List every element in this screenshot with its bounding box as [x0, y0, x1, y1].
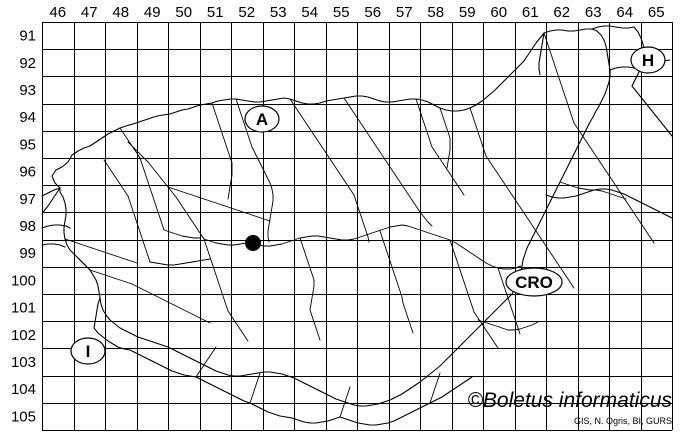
x-axis-tick-label: 61 — [522, 4, 539, 21]
y-axis-tick-label: 96 — [19, 164, 36, 181]
x-axis-tick-label: 63 — [585, 4, 602, 21]
x-axis-labels: 46 47 48 49 50 51 52 53 54 55 56 57 58 59 60 61 62 63 64 65 — [49, 4, 664, 21]
marker-label: H — [642, 51, 654, 70]
record-points — [245, 235, 261, 251]
y-axis-tick-label: 102 — [11, 327, 36, 344]
country-marker-hungary: H — [630, 46, 666, 74]
country-border-slovenia — [51, 28, 611, 407]
x-axis-tick-label: 52 — [238, 4, 255, 21]
y-axis-tick-label: 103 — [11, 354, 36, 371]
country-marker-austria: A — [244, 105, 280, 133]
x-axis-tick-label: 47 — [81, 4, 98, 21]
river-network — [64, 32, 655, 418]
marker-ellipse — [630, 46, 666, 74]
country-marker-italy: I — [70, 337, 106, 365]
marker-label: A — [256, 110, 268, 129]
y-axis-tick-label: 95 — [19, 136, 36, 153]
x-axis-tick-label: 53 — [270, 4, 287, 21]
y-axis-tick-label: 94 — [19, 109, 36, 126]
y-axis-tick-label: 99 — [19, 245, 36, 262]
y-axis-tick-label: 104 — [11, 381, 36, 398]
credit-sub-text: GIS, N. Ogris, BI, GURS — [574, 416, 672, 426]
x-axis-tick-label: 55 — [333, 4, 350, 21]
x-axis-tick-label: 58 — [427, 4, 444, 21]
y-axis-tick-label: 92 — [19, 55, 36, 72]
country-markers: A H CRO I — [70, 46, 666, 365]
country-marker-croatia: CRO — [505, 267, 563, 297]
x-axis-tick-label: 50 — [175, 4, 192, 21]
coordinate-grid — [42, 22, 673, 431]
marker-ellipse — [505, 267, 563, 297]
y-axis-tick-label: 97 — [19, 191, 36, 208]
record-point-1 — [245, 235, 261, 251]
neighbor-border-lines — [41, 25, 673, 426]
y-axis-tick-label: 91 — [19, 28, 36, 45]
y-axis-tick-label: 100 — [11, 272, 36, 289]
x-axis-tick-label: 48 — [112, 4, 129, 21]
credit-main-text: ©Boletus informaticus — [467, 389, 672, 412]
x-axis-tick-label: 62 — [553, 4, 570, 21]
y-axis-tick-label: 93 — [19, 82, 36, 99]
x-axis-tick-label: 60 — [490, 4, 507, 21]
y-axis-labels: 91 92 93 94 95 96 97 98 99 100 101 102 103 104 105 — [11, 28, 36, 426]
y-axis-tick-label: 98 — [19, 218, 36, 235]
x-axis-tick-label: 59 — [459, 4, 476, 21]
marker-ellipse — [244, 105, 280, 133]
x-axis-tick-label: 65 — [648, 4, 665, 21]
x-axis-tick-label: 46 — [49, 4, 66, 21]
x-axis-tick-label: 57 — [396, 4, 413, 21]
x-axis-tick-label: 51 — [207, 4, 224, 21]
marker-label: I — [86, 342, 91, 361]
x-axis-tick-label: 49 — [144, 4, 161, 21]
x-axis-tick-label: 64 — [616, 4, 633, 21]
marker-label: CRO — [515, 273, 553, 292]
y-axis-tick-label: 105 — [11, 408, 36, 425]
x-axis-tick-label: 54 — [301, 4, 318, 21]
x-axis-tick-label: 56 — [364, 4, 381, 21]
marker-ellipse — [70, 337, 106, 365]
y-axis-tick-label: 101 — [11, 300, 36, 317]
